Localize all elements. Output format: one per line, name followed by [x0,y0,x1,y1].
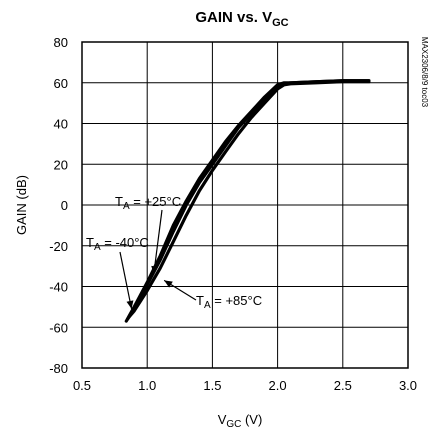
y-tick-label: 0 [61,198,68,213]
series-line [127,80,371,319]
series-label-plus85: TA = +85°C [196,293,262,311]
plot-frame [81,41,409,369]
y-tick-label: 60 [54,76,68,91]
pointer-arrow-plus85 [163,279,197,301]
y-tick-label: 80 [54,35,68,50]
x-tick-label: 2.0 [269,378,287,393]
pointer-arrow-plus25 [151,209,163,275]
y-axis-label: GAIN (dB) [14,175,29,235]
y-tick-label: 20 [54,157,68,172]
y-tick-label: -40 [49,280,68,295]
chart-title: GAIN vs. VGC [195,9,288,29]
x-axis-label: VGC (V) [218,412,263,430]
pointer-arrow-minus40 [119,251,134,310]
x-tick-label: 1.5 [203,378,221,393]
series-layer [124,79,371,323]
x-tick-label: 0.5 [73,378,91,393]
y-tick-label: -80 [49,361,68,376]
y-tick-labels: -80 -60 -40 -20 0 20 40 60 80 [49,35,68,376]
x-tick-labels: 0.5 1.0 1.5 2.0 2.5 3.0 [73,378,417,393]
x-tick-label: 1.0 [138,378,156,393]
series-label-plus25: TA = +25°C [115,194,181,212]
annotations: TA = +25°C TA = -40°C TA = +85°C [86,194,262,311]
series-label-minus40: TA = -40°C [86,235,149,253]
figure-code: MAX2306/8/9 toc03 [420,37,429,108]
y-tick-label: 40 [54,117,68,132]
x-tick-label: 2.5 [334,378,352,393]
x-tick-label: 3.0 [399,378,417,393]
y-tick-label: -20 [49,239,68,254]
y-tick-label: -60 [49,320,68,335]
